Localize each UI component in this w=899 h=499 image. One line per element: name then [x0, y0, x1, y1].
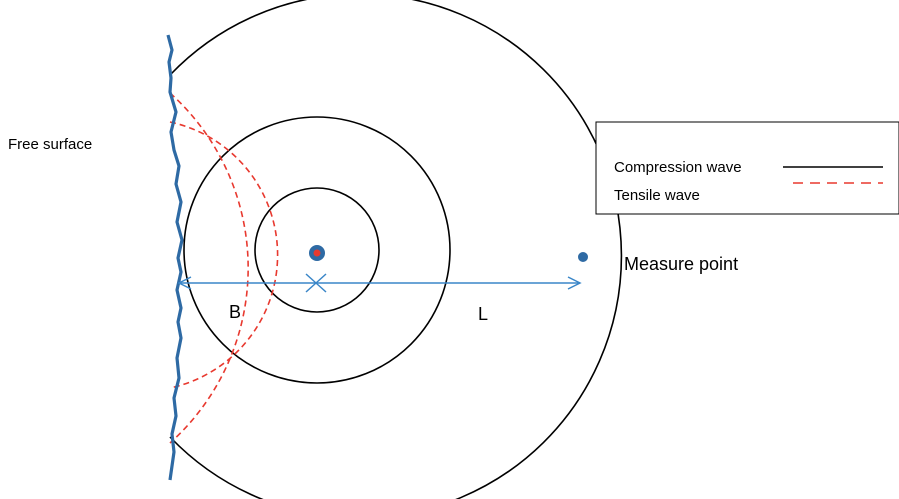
compression-wave-inner — [254, 187, 380, 313]
segment-l-label: L — [478, 304, 488, 324]
free-surface-line — [166, 34, 184, 481]
segment-b-label: B — [229, 302, 241, 322]
dimension-arrow — [177, 273, 582, 293]
measure-point-label: Measure point — [624, 254, 738, 274]
legend: Compression wave Tensile wave — [595, 121, 899, 215]
free-surface-label: Free surface — [8, 136, 92, 153]
measure-point-dot — [578, 252, 588, 262]
tensile-waves — [169, 92, 279, 444]
legend-tensile-label: Tensile wave — [614, 187, 700, 204]
tensile-wave-small — [169, 121, 279, 389]
arrowhead-left — [177, 276, 192, 290]
legend-frame — [595, 121, 899, 215]
compression-wave-middle — [183, 116, 451, 384]
compression-waves — [169, 0, 623, 499]
source-point-inner — [313, 249, 321, 257]
arrowhead-right — [567, 276, 582, 290]
compression-wave-outer — [169, 0, 623, 499]
legend-compression-label: Compression wave — [614, 159, 742, 176]
cross-mark-b — [305, 273, 327, 293]
